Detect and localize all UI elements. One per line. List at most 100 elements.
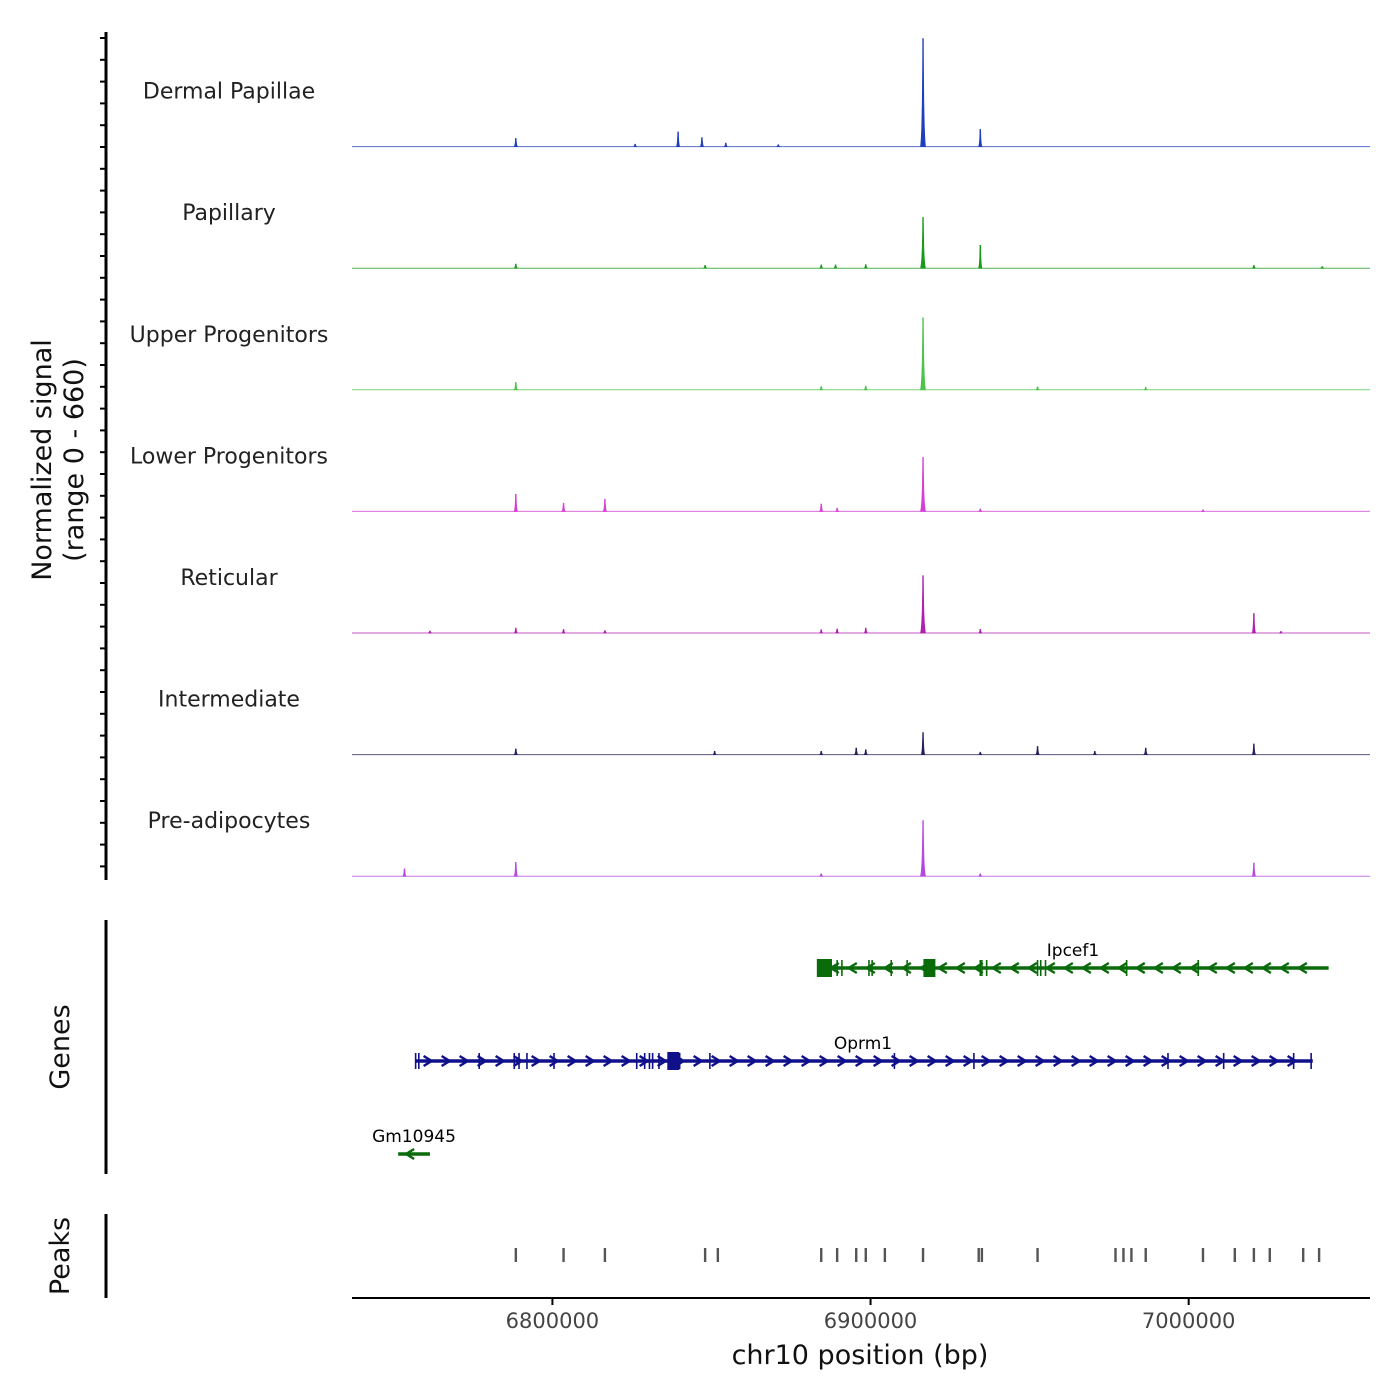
genes-panel-title: Genes: [45, 1004, 76, 1089]
peak-mark: [921, 1248, 925, 1262]
strand-arrow: [1296, 961, 1308, 975]
signal-peak: [603, 630, 607, 634]
signal-peak: [863, 264, 868, 269]
strand-arrow: [882, 961, 894, 975]
strand-arrow: [1044, 961, 1056, 975]
strand-arrow: [746, 1054, 758, 1068]
strand-arrow: [1142, 1054, 1154, 1068]
strand-arrow: [440, 1054, 452, 1068]
track-label: Papillary: [182, 201, 276, 226]
signal-peak: [819, 629, 824, 634]
signal-peak: [863, 749, 868, 755]
signal-peak: [1279, 631, 1283, 634]
peak-mark: [1201, 1248, 1205, 1262]
signal-peak: [819, 264, 824, 269]
strand-arrow: [1134, 961, 1146, 975]
peak-mark: [1144, 1248, 1147, 1262]
signal-peak: [513, 627, 518, 634]
strand-arrow: [692, 1054, 704, 1068]
signal-peak: [978, 629, 983, 634]
signal-peak: [776, 144, 781, 147]
strand-arrow: [620, 1054, 632, 1068]
signal-peak: [723, 142, 728, 147]
strand-arrow: [1242, 961, 1254, 975]
signal-peak: [920, 820, 927, 877]
strand-arrow: [1286, 1054, 1298, 1068]
strand-arrow: [1232, 1054, 1244, 1068]
strand-arrow: [1008, 961, 1020, 975]
peak-mark: [1268, 1248, 1271, 1262]
signal-peak: [675, 131, 681, 147]
strand-arrow: [1106, 1054, 1118, 1068]
gene-gm10945: Gm10945: [372, 1127, 456, 1161]
strand-arrow: [584, 1054, 596, 1068]
signal-peak: [1201, 509, 1205, 512]
signal-peak: [1035, 386, 1040, 391]
strand-arrow: [836, 1054, 848, 1068]
signal-tracks: Dermal Papillae Papillary Upper Progenitor…: [130, 38, 1370, 877]
strand-arrow: [422, 1054, 434, 1068]
strand-arrow: [782, 1054, 794, 1068]
y-axis-title-line1: Normalized signal: [27, 339, 58, 581]
strand-arrow: [944, 1054, 956, 1068]
strand-arrow: [1116, 961, 1128, 975]
signal-peak: [920, 217, 927, 269]
x-tick-label: 6900000: [824, 1309, 918, 1333]
signal-peak: [819, 751, 824, 755]
strand-arrow: [800, 1054, 812, 1068]
strand-arrow: [656, 1054, 668, 1068]
strand-arrow: [403, 1147, 415, 1161]
strand-arrow: [980, 1054, 992, 1068]
strand-arrow: [1062, 961, 1074, 975]
peak-mark: [716, 1248, 720, 1262]
peak-mark: [1252, 1248, 1256, 1262]
signal-peak: [513, 138, 519, 147]
signal-peak: [920, 457, 927, 512]
strand-arrow: [998, 1054, 1010, 1068]
peak-mark: [1233, 1248, 1236, 1262]
peak-mark: [820, 1248, 823, 1262]
strand-arrow: [1188, 961, 1200, 975]
signal-peak: [512, 748, 519, 755]
strand-arrow: [846, 961, 858, 975]
signal-peak: [703, 264, 708, 269]
strand-arrow: [1260, 961, 1272, 975]
exon: [923, 959, 936, 977]
peak-mark: [1122, 1248, 1125, 1262]
track-label: Lower Progenitors: [130, 444, 328, 469]
strand-arrow: [476, 1054, 488, 1068]
signal-peak: [561, 629, 566, 634]
strand-arrow: [1088, 1054, 1100, 1068]
signal-peak: [978, 873, 983, 877]
y-axis-title-line2: (range 0 - 660): [59, 358, 90, 562]
strand-arrow: [990, 961, 1002, 975]
signal-peak: [428, 630, 432, 634]
signal-peak: [560, 502, 567, 512]
strand-arrow: [1152, 961, 1164, 975]
track-label: Upper Progenitors: [130, 323, 329, 348]
signal-peak: [1251, 862, 1257, 877]
track-upper-progenitors: Upper Progenitors: [130, 317, 1370, 391]
gene-oprm1: Oprm1: [414, 1034, 1313, 1070]
gene-track: Ipcef1 Oprm1 Gm10945: [372, 941, 1329, 1161]
strand-arrow: [900, 961, 912, 975]
signal-peak: [835, 628, 840, 634]
peak-mark: [1036, 1248, 1039, 1262]
strand-arrow: [936, 961, 948, 975]
signal-peak: [818, 503, 824, 512]
signal-peak: [401, 868, 408, 877]
peak-mark: [864, 1248, 867, 1262]
strand-arrow: [1098, 961, 1110, 975]
signal-peak: [1251, 613, 1257, 634]
peak-mark: [703, 1248, 707, 1262]
strand-arrow: [1224, 961, 1236, 975]
exon: [820, 959, 833, 977]
strand-arrow: [854, 1054, 866, 1068]
signal-peak: [1320, 266, 1325, 269]
strand-arrow: [1196, 1054, 1208, 1068]
strand-arrow: [548, 1054, 560, 1068]
strand-arrow: [638, 1054, 650, 1068]
signal-peak: [977, 129, 983, 147]
x-axis-ticks: 6800000 6900000 7000000: [506, 1298, 1235, 1333]
